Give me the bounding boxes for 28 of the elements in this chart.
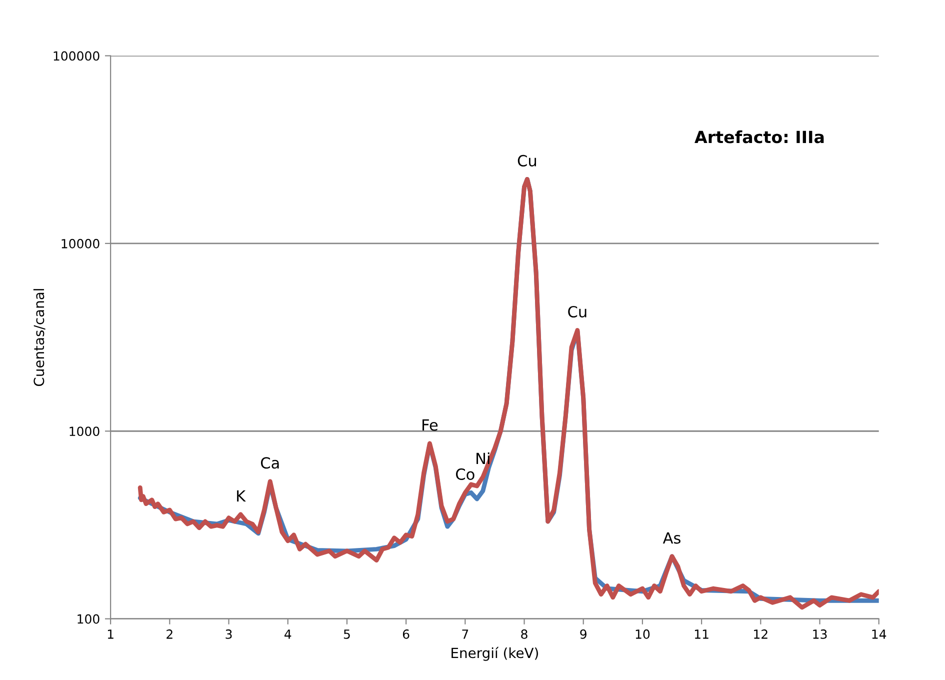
x-tick-label: 4 [284,630,292,639]
x-tick-label: 12 [754,629,768,639]
x-tick-label: 2 [166,629,172,639]
x-tick-label: 7 [462,630,468,639]
y-tick-label: 100000 [54,51,100,61]
y-tick-label: 1000 [70,426,100,436]
y-tick-label: 10000 [62,238,100,248]
x-tick-label: 3 [226,629,232,639]
annotation: Fe [422,419,438,431]
y-tick-label: 100 [78,614,100,624]
x-tick-label: 8 [521,629,528,639]
x-tick-label: 14 [872,630,886,639]
x-tick-label: 10 [636,629,650,639]
x-tick-label: 1 [108,630,114,639]
annotation: K [237,490,246,502]
x-axis-title: Energií (keV) [452,646,538,661]
annotation: Co [456,468,474,480]
x-tick-label: 6 [402,629,410,639]
x-tick-label: 5 [344,630,350,639]
annotation: Cu [518,154,536,166]
x-tick-label: 11 [694,630,708,639]
y-axis-title: Cuentas/canal [33,289,46,386]
x-tick-label: 13 [813,629,827,639]
annotation: Ca [260,457,279,469]
text: Artefacto: IIIa [694,130,824,144]
x-tick-label: 9 [580,629,586,639]
annotation: As [662,532,680,544]
annotation: Cu [568,306,586,318]
